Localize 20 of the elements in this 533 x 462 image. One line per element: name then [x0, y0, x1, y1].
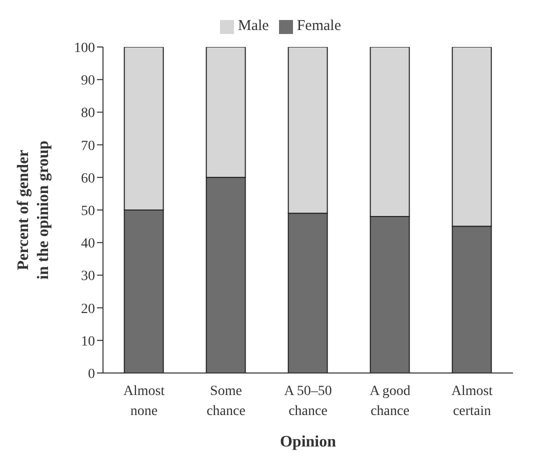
y-tick-label: 30	[81, 269, 95, 284]
y-tick-label: 90	[81, 74, 95, 89]
x-axis-title: Opinion	[280, 433, 336, 450]
x-tick-label: Almost certain	[451, 384, 493, 419]
legend-label: Female	[296, 18, 341, 34]
y-tick-label: 100	[74, 40, 95, 56]
x-tick-label: A 50–50 chance	[284, 384, 332, 419]
y-tick-label: 70	[81, 138, 95, 154]
y-tick-label: 20	[81, 302, 95, 317]
y-tick-label: 50	[81, 204, 95, 219]
y-tick-label: 60	[81, 171, 95, 186]
x-tick-label: A good chance	[370, 384, 410, 419]
y-tick-label: 0	[88, 366, 95, 382]
y-axis-title: Percent of gender in the opinion group	[15, 140, 52, 280]
x-tick-label: Some chance	[206, 384, 246, 419]
y-tick-label: 10	[81, 334, 95, 350]
y-tick-label: 40	[81, 236, 95, 252]
x-tick-label: Almost none	[123, 384, 165, 419]
y-tick-label: 80	[81, 106, 95, 122]
legend-label: Male	[238, 18, 269, 34]
